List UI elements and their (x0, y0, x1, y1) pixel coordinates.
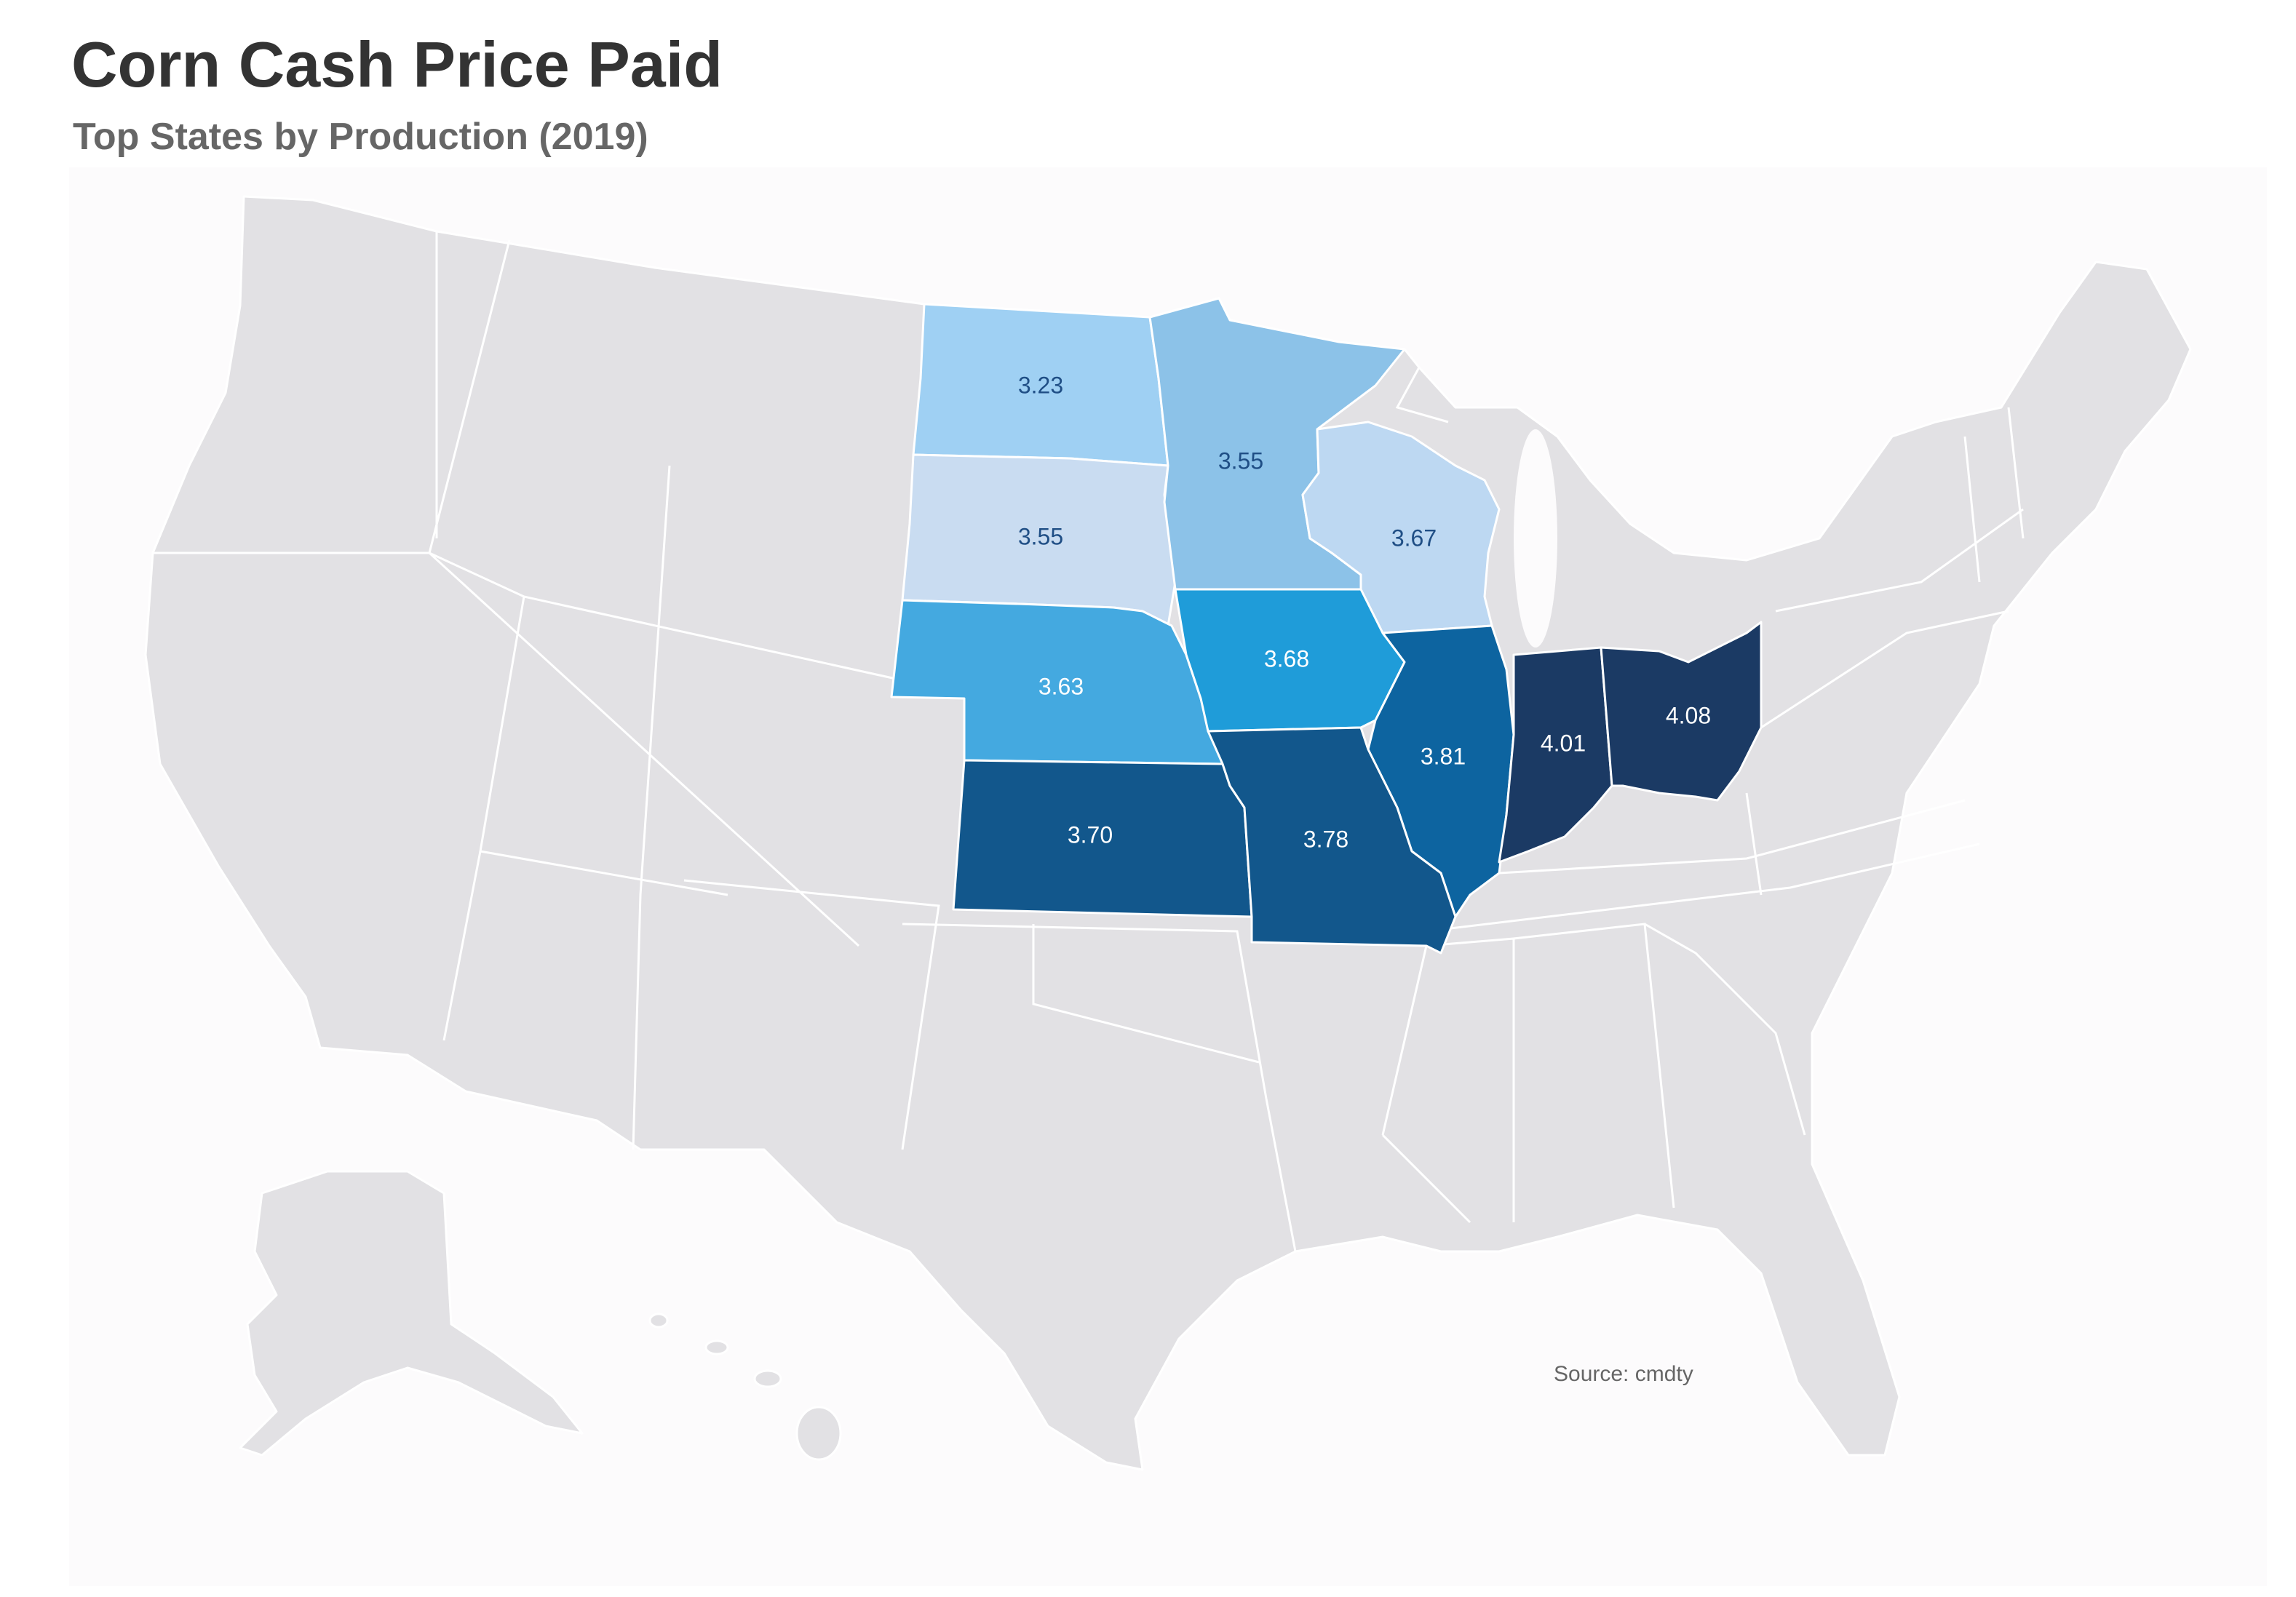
source-note: Source: cmdty (1554, 1362, 1693, 1386)
chart-title: Corn Cash Price Paid (71, 28, 723, 100)
border-line (1745, 792, 1763, 896)
border-line (902, 923, 1268, 1099)
state-value-label-missouri: 3.78 (1303, 826, 1348, 852)
border-line (632, 465, 671, 1150)
state-value-label-minnesota: 3.55 (1218, 447, 1263, 474)
border-line (683, 879, 940, 1150)
state-value-label-nebraska: 3.63 (1038, 673, 1084, 699)
highlighted-states (890, 297, 1763, 955)
state-value-label-iowa: 3.68 (1264, 645, 1309, 672)
border-line (1265, 1098, 1297, 1252)
state-value-label-ohio: 4.08 (1666, 702, 1711, 728)
border-line (1775, 508, 2024, 613)
hawaii-island-maui (753, 1369, 782, 1388)
state-value-label-north-dakota: 3.23 (1018, 372, 1063, 398)
hawaii-island-big (795, 1406, 842, 1461)
border-line (1498, 799, 1966, 875)
border-line (1381, 1134, 1471, 1224)
state-value-label-wisconsin: 3.67 (1391, 525, 1437, 551)
state-borders (153, 231, 2025, 1252)
hawaii-island-oahu (704, 1339, 729, 1355)
state-shape-missouri (1207, 726, 1457, 955)
border-line (1760, 610, 2009, 729)
state-value-label-kansas: 3.70 (1068, 821, 1113, 848)
border-line (1644, 923, 1806, 1136)
border-line (1963, 436, 1981, 583)
border-line (1426, 843, 1980, 933)
state-value-labels: 3.23 3.55 3.55 3.67 3.63 3.68 3.81 3.70 … (1018, 372, 1711, 852)
hawaii-island-kauai (648, 1313, 669, 1329)
state-shape-ohio (1600, 621, 1763, 802)
state-value-label-south-dakota: 3.55 (1018, 523, 1063, 549)
border-line (1395, 367, 1449, 423)
border-line (2007, 407, 2025, 539)
state-value-label-indiana: 4.01 (1541, 730, 1586, 756)
alaska-land (239, 1170, 584, 1457)
border-line (442, 851, 482, 1041)
chart-subtitle: Top States by Production (2019) (73, 116, 648, 158)
state-value-label-illinois: 3.81 (1421, 743, 1466, 769)
border-line (1032, 924, 1260, 1064)
lake-michigan (1514, 429, 1557, 648)
